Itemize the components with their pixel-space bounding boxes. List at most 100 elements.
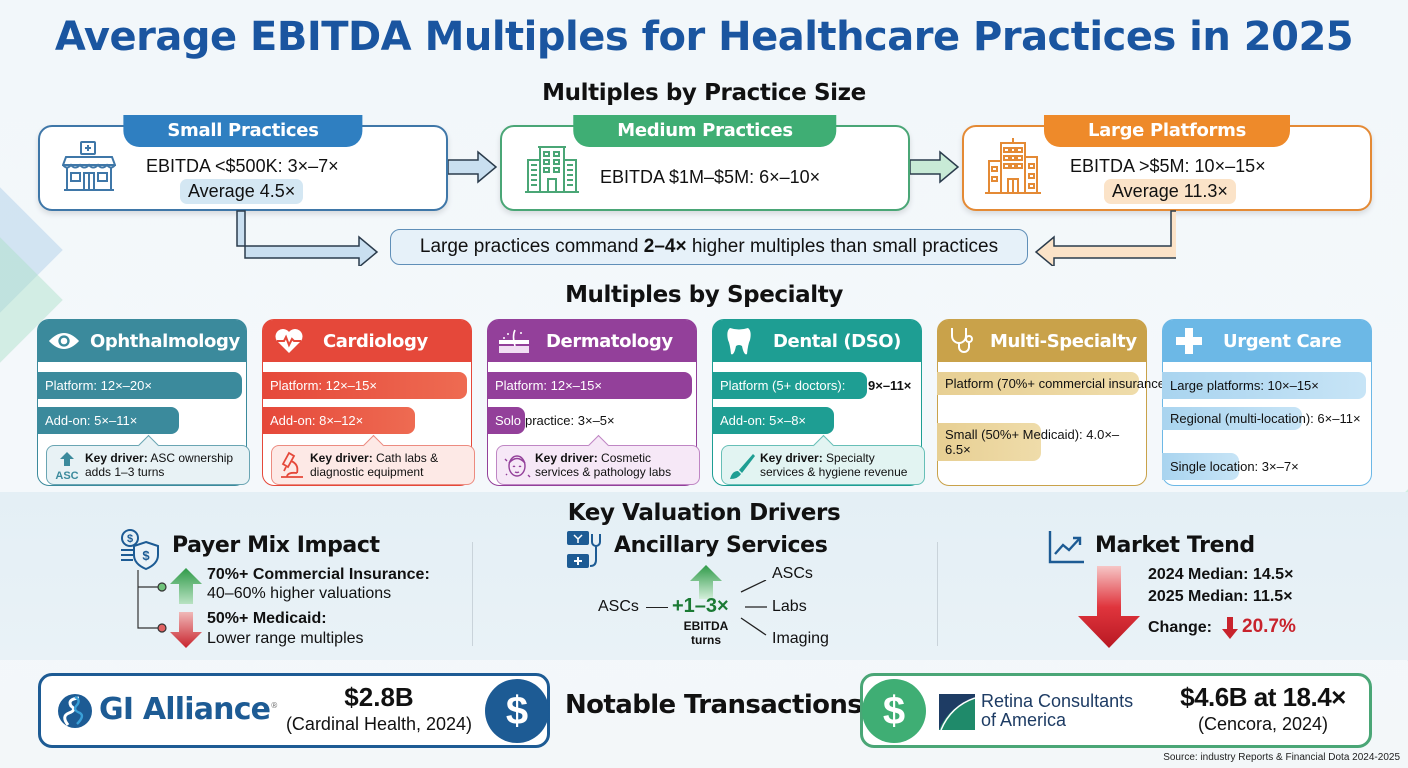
- office-building-icon: [525, 146, 579, 193]
- transaction-card-retina-consultants: $ Retina Consultants of America $4.6B at…: [860, 673, 1372, 748]
- key-driver-callout: ASC Key driver: ASC ownership adds 1–3 t…: [46, 445, 250, 485]
- market-trend-title: Market Trend: [1095, 533, 1255, 558]
- trend-change-value: 20.7%: [1242, 616, 1296, 637]
- large-average: Average 11.3×: [1104, 179, 1236, 204]
- driver-label: Key driver:: [760, 451, 823, 465]
- bar-single-location: Single location: 3×–7×: [1162, 453, 1299, 480]
- summary-callout: Large practices command 2–4× higher mult…: [390, 229, 1028, 265]
- skin-layer-icon: [498, 327, 530, 355]
- small-practices-card: Small Practices EBITDA <$500K: 3×–7× Ave…: [38, 115, 448, 211]
- payer-shield-coins-icon: $ $: [121, 529, 159, 571]
- retina-consultants-logo-icon: [939, 694, 975, 730]
- bar-add-on: Add-on: 5×–8×: [712, 407, 834, 434]
- specialty-name: Cardiology: [323, 330, 428, 352]
- stethoscope-icon: [948, 327, 980, 355]
- driver-text: Cosmetic services & pathology labs: [535, 451, 672, 479]
- specialty-name: Ophthalmology: [90, 330, 240, 352]
- trend-2024-median: 2024 Median: 14.5×: [1148, 566, 1294, 583]
- asc-up-arrow-icon: ASC: [55, 452, 79, 481]
- payer-medicaid-text: Lower range multiples: [207, 630, 364, 647]
- key-driver-callout: Key driver: Specialty services & hygiene…: [721, 445, 925, 485]
- medical-cross-icon: [1173, 327, 1205, 355]
- bar-small: Small (50%+ Medicaid): 4.0×–6.5×: [937, 423, 1119, 461]
- bar-small-label: Small (50%+ Medicaid): 4.0×–6.5×: [945, 427, 1120, 457]
- gi-alliance-amount: $2.8B: [344, 682, 414, 712]
- medical-equipment-icon: [567, 531, 601, 568]
- specialty-header: Urgent Care: [1163, 320, 1371, 362]
- divider: [472, 542, 473, 646]
- specialty-header: Cardiology: [263, 320, 471, 362]
- payer-medicaid-bold: 50%+ Medicaid:: [207, 610, 327, 627]
- small-average: Average 4.5×: [180, 179, 304, 204]
- trend-2025-median: 2025 Median: 11.5×: [1148, 588, 1293, 605]
- specialty-card-multi-specialty: Multi-Specialty Platform (70%+ commercia…: [937, 319, 1242, 486]
- bar-platform: Platform: 12×–15×: [487, 372, 692, 399]
- summary-suffix: higher multiples than small practices: [686, 236, 999, 257]
- specialty-header: Dermatology: [488, 320, 696, 362]
- svg-text:$: $: [127, 533, 133, 545]
- driver-text: ASC ownership adds 1–3 turns: [85, 451, 234, 479]
- svg-text:ASC: ASC: [55, 470, 78, 481]
- large-range: EBITDA >$5M: 10×–15×: [1070, 156, 1266, 176]
- arrow-up-green-icon: [690, 565, 722, 599]
- ancillary-connector-lines: [740, 580, 767, 636]
- medium-practices-tab: Medium Practices: [573, 115, 837, 147]
- small-down-arrow-icon: [1222, 617, 1238, 639]
- driver-label: Key driver:: [535, 451, 598, 465]
- specialty-header: Ophthalmology: [38, 320, 246, 362]
- connector-line: [646, 607, 668, 609]
- ancillary-title: Ancillary Services: [614, 533, 828, 558]
- gi-alliance-name: GI Alliance®: [99, 692, 278, 727]
- medium-practices-card: Medium Practices EBITDA $1M–$5M: 6×–10×: [500, 115, 910, 211]
- trademark: ®: [270, 701, 278, 710]
- bar-platform: Platform (5+ doctors):: [712, 372, 867, 399]
- retina-line2: of America: [981, 710, 1067, 730]
- specialty-name: Urgent Care: [1223, 330, 1342, 352]
- small-range: EBITDA <$500K: 3×–7×: [146, 156, 339, 176]
- specialty-name: Dermatology: [546, 330, 673, 352]
- page-title: Average EBITDA Multiples for Healthcare …: [54, 14, 1354, 60]
- bar-regional-label: Regional (multi-location): 6×–11×: [1170, 411, 1361, 426]
- key-driver-callout: Key driver: Cosmetic services & patholog…: [496, 445, 700, 485]
- bar-platform-suffix: 9×–11×: [868, 378, 912, 393]
- bar-add-on: Add-on: 5×–11×: [37, 407, 179, 434]
- driver-label: Key driver:: [310, 451, 373, 465]
- big-down-arrow-icon: [1078, 566, 1140, 648]
- arrow-down-red-icon: [170, 612, 202, 648]
- payer-commercial-bold: 70%+ Commercial Insurance:: [207, 566, 430, 583]
- specialty-header: Multi-Specialty: [938, 320, 1146, 362]
- specialty-header: Dental (DSO): [713, 320, 921, 362]
- gi-alliance-company: GI Alliance: [99, 692, 271, 727]
- arrow-small-to-medium: [448, 150, 498, 184]
- eye-icon: [48, 327, 80, 355]
- dollar-icon: $: [862, 679, 926, 743]
- microscope-icon: [281, 451, 303, 478]
- driver-text: Specialty services & hygiene revenue: [760, 451, 908, 479]
- heart-pulse-icon: [273, 327, 305, 355]
- section-title-practice-size: Multiples by Practice Size: [542, 80, 866, 106]
- source-note: Source: industry Reports & Financial Dot…: [1163, 752, 1400, 763]
- specialty-card-urgent-care: Urgent Care Large platforms: 10×–15× Reg…: [1162, 319, 1372, 486]
- ancillary-left-label: ASCs: [598, 598, 639, 615]
- retina-detail: (Cencora, 2024): [1197, 714, 1329, 734]
- summary-bold: 2–4×: [643, 236, 687, 257]
- large-platforms-card: Large Platforms EBITDA >$5M: 10×–15× Ave…: [962, 115, 1372, 211]
- ancillary-right-labs: Labs: [772, 598, 807, 615]
- bar-platform: Platform: 12×–20×: [37, 372, 242, 399]
- bar-regional: Regional (multi-location): 6×–11×: [1162, 407, 1361, 430]
- small-practices-tab: Small Practices: [123, 115, 363, 147]
- ancillary-sub-turns: turns: [691, 633, 721, 647]
- ancillary-right-ascs: ASCs: [772, 565, 813, 582]
- bar-large-platforms: Large platforms: 10×–15×: [1162, 372, 1366, 399]
- specialty-name: Dental (DSO): [773, 330, 902, 352]
- section-title-key-drivers: Key Valuation Drivers: [567, 500, 841, 526]
- gi-alliance-detail: (Cardinal Health, 2024): [285, 714, 473, 734]
- specialty-name: Multi-Specialty: [990, 330, 1137, 352]
- ancillary-center-sub: EBITDA turns: [680, 619, 732, 647]
- ancillary-sub-ebitda: EBITDA: [683, 619, 729, 633]
- gi-alliance-logo-icon: [58, 694, 92, 728]
- bar-add-on: Add-on: 8×–12×: [262, 407, 415, 434]
- arrow-medium-to-large: [910, 150, 960, 184]
- ancillary-right-imaging: Imaging: [772, 630, 829, 647]
- driver-label: Key driver:: [85, 451, 148, 465]
